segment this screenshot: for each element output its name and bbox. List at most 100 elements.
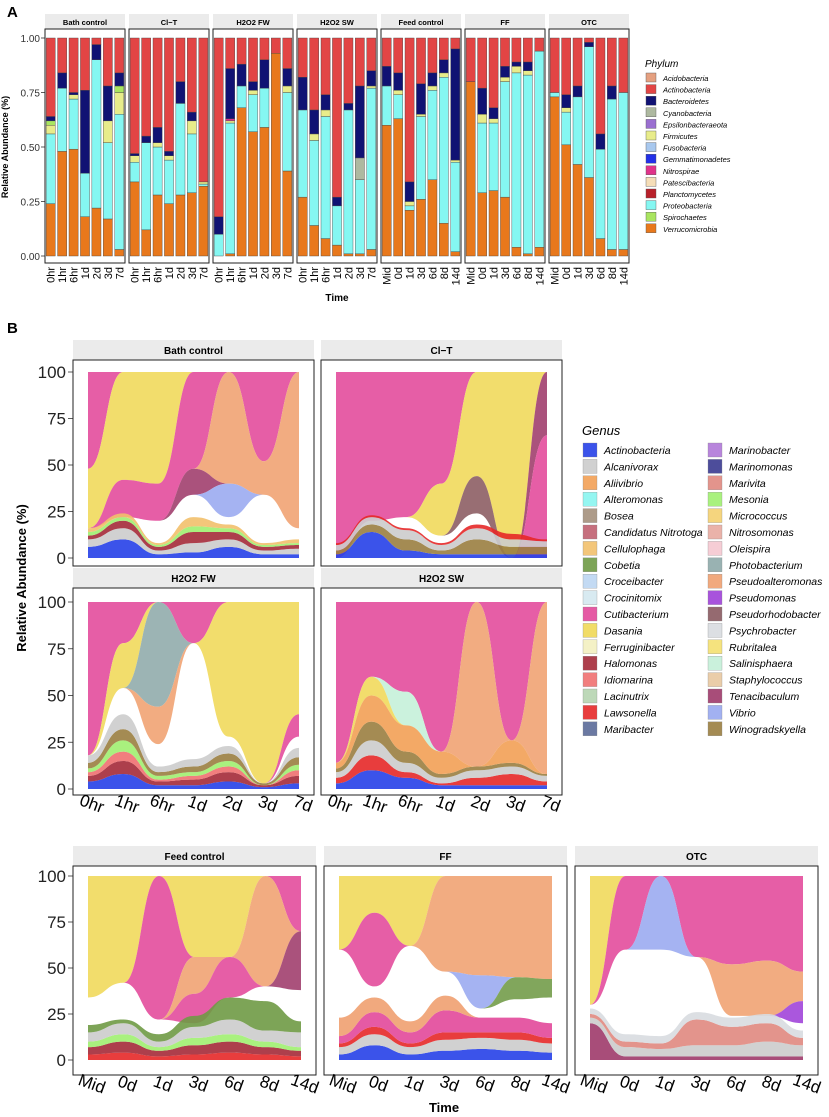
- x-tick-label: 1d: [80, 267, 92, 279]
- legend-label-planctomycetes: Planctomycetes: [663, 190, 716, 199]
- legend-label-pseudorhodobacter: Pseudorhodobacter: [729, 609, 821, 621]
- bar-segment-actinobacteria: [618, 37, 629, 93]
- legend-swatch-spirochaetes: [645, 211, 657, 222]
- facet-strip: [321, 568, 562, 588]
- legend-title: Phylum: [645, 59, 678, 70]
- ribbon-mesonia: [88, 740, 299, 786]
- bar-segment-firmicutes: [439, 72, 449, 78]
- bar-segment-proteobacteria: [477, 122, 487, 193]
- facet-title: OTC: [686, 852, 707, 863]
- facet-title: Bath control: [164, 346, 223, 357]
- x-tick-label: 0hr: [214, 267, 226, 283]
- bar-segment-proteobacteria: [618, 92, 629, 250]
- ribbon-actinobacteria: [339, 1045, 552, 1060]
- bar-segment-proteobacteria: [572, 96, 583, 165]
- bar-segment-actinobacteria: [198, 37, 209, 183]
- panel-a-label: A: [7, 4, 18, 21]
- facet-strip: [575, 846, 818, 866]
- ribbon-actinobacteria: [88, 539, 299, 558]
- bar-segment-proteobacteria: [175, 103, 186, 196]
- bar-segment-verrucomicrobia: [381, 124, 392, 257]
- legend-label-gemmatimonadetes: Gemmatimonadetes: [663, 155, 731, 164]
- bar-segment-proteobacteria: [500, 81, 510, 198]
- bar-segment-actinobacteria: [343, 37, 354, 104]
- x-tick-label: 1d: [164, 267, 176, 279]
- bar-segment-proteobacteria: [152, 146, 163, 196]
- legend-swatch-epsilonbacteraeota: [645, 119, 657, 129]
- bar-segment-bacteroidetes: [129, 153, 140, 156]
- facet-strip: [73, 568, 314, 588]
- facet-cl-t: Cl−T 0hr 1hr 6hr 1d 2d 3d 7d: [128, 14, 210, 283]
- x-tick-label: 0hr: [130, 267, 142, 283]
- ribbon-actinobacteria: [88, 774, 299, 789]
- bar-segment-actinobacteria: [404, 37, 415, 183]
- bar-segment-verrucomicrobia: [427, 179, 438, 257]
- bar-segment-actinobacteria: [572, 37, 583, 87]
- legend-label-cellulophaga: Cellulophaga: [604, 543, 665, 555]
- legend-label-cutibacterium: Cutibacterium: [604, 609, 669, 621]
- x-tick-label: 14d: [450, 267, 462, 285]
- bar-segment-proteobacteria: [404, 205, 415, 211]
- ribbon-idiomarina: [88, 751, 299, 786]
- ribbon-halomonas: [88, 1041, 301, 1057]
- ribbon-cutibacterium: [336, 602, 547, 763]
- y-tick-label: 75: [47, 640, 66, 659]
- x-tick-label: 3d: [584, 267, 596, 279]
- legend-label-acidobacteria: Acidobacteria: [662, 74, 708, 83]
- facet-title: OTC: [581, 18, 597, 27]
- legend-label-cyanobacteria: Cyanobacteria: [663, 109, 711, 118]
- bar-segment-proteobacteria: [57, 87, 67, 152]
- legend-swatch-halomonas: [582, 656, 598, 671]
- bar-segment-verrucomicrobia: [45, 203, 56, 257]
- bar-segment-verrucomicrobia: [450, 251, 461, 257]
- bar-segment-proteobacteria: [282, 92, 293, 172]
- ribbon-cellulophaga: [88, 513, 299, 545]
- bar-segment-firmicutes: [152, 142, 163, 148]
- ribbon-halomonas: [88, 760, 299, 788]
- ribbon-halomonas: [88, 520, 299, 551]
- facet-panel: [320, 587, 563, 796]
- bar-segment-proteobacteria: [225, 122, 235, 255]
- legend-swatch-marivita: [707, 475, 723, 490]
- facet-title: FF: [439, 852, 451, 863]
- ribbon-alcanivorax: [590, 1017, 803, 1057]
- bar-segment-verrucomicrobia: [141, 229, 151, 257]
- bar-segment-verrucomicrobia: [572, 164, 583, 257]
- bar-segment-proteobacteria: [198, 183, 209, 187]
- legend-label-marinomonas: Marinomonas: [729, 461, 793, 473]
- ribbon-tenacibaculum: [88, 468, 299, 529]
- bar-segment-bacteroidetes: [320, 94, 331, 111]
- legend-label-winogradskyella: Winogradskyella: [729, 724, 806, 736]
- bar-segment-bacteroidetes: [141, 135, 151, 143]
- legend-label-mesonia: Mesonia: [729, 494, 769, 506]
- bar-segment-verrucomicrobia: [477, 192, 487, 257]
- bar-segment-firmicutes: [366, 85, 377, 89]
- ribbon-pseudoalteromonas: [590, 949, 803, 1016]
- x-tick-label: 3d: [355, 267, 367, 279]
- bar-segment-proteobacteria: [534, 50, 545, 248]
- bar-segment-proteobacteria: [549, 92, 560, 98]
- bar-segment-actinobacteria: [477, 37, 487, 89]
- bar-segment-verrucomicrobia: [309, 225, 319, 257]
- bar-segment-proteobacteria: [45, 133, 56, 204]
- bar-segment-firmicutes: [561, 107, 571, 113]
- legend-label-verrucomicrobia: Verrucomicrobia: [663, 225, 717, 234]
- ribbon-dasania: [336, 676, 547, 775]
- facet-title: Cl−T: [431, 346, 453, 357]
- legend-label-crocinitomix: Crocinitomix: [604, 593, 663, 605]
- legend-label-alcanivorax: Alcanivorax: [603, 461, 659, 473]
- bar-segment-proteobacteria: [488, 122, 499, 191]
- facet-bath-control: Bath control 0hr 1hr 6hr 1d 2d 3d 7d: [44, 14, 126, 283]
- ribbon-cutibacterium: [339, 1010, 552, 1044]
- bar-segment-bacteroidetes: [607, 85, 617, 100]
- y-tick-label: 75: [47, 410, 66, 429]
- bar-segment-bacteroidetes: [523, 61, 533, 71]
- x-tick-label: 6d: [427, 267, 439, 279]
- ribbon-mesonia: [88, 517, 299, 547]
- bar-segment-verrucomicrobia: [549, 96, 560, 257]
- ribbon-cutibacterium: [88, 602, 299, 756]
